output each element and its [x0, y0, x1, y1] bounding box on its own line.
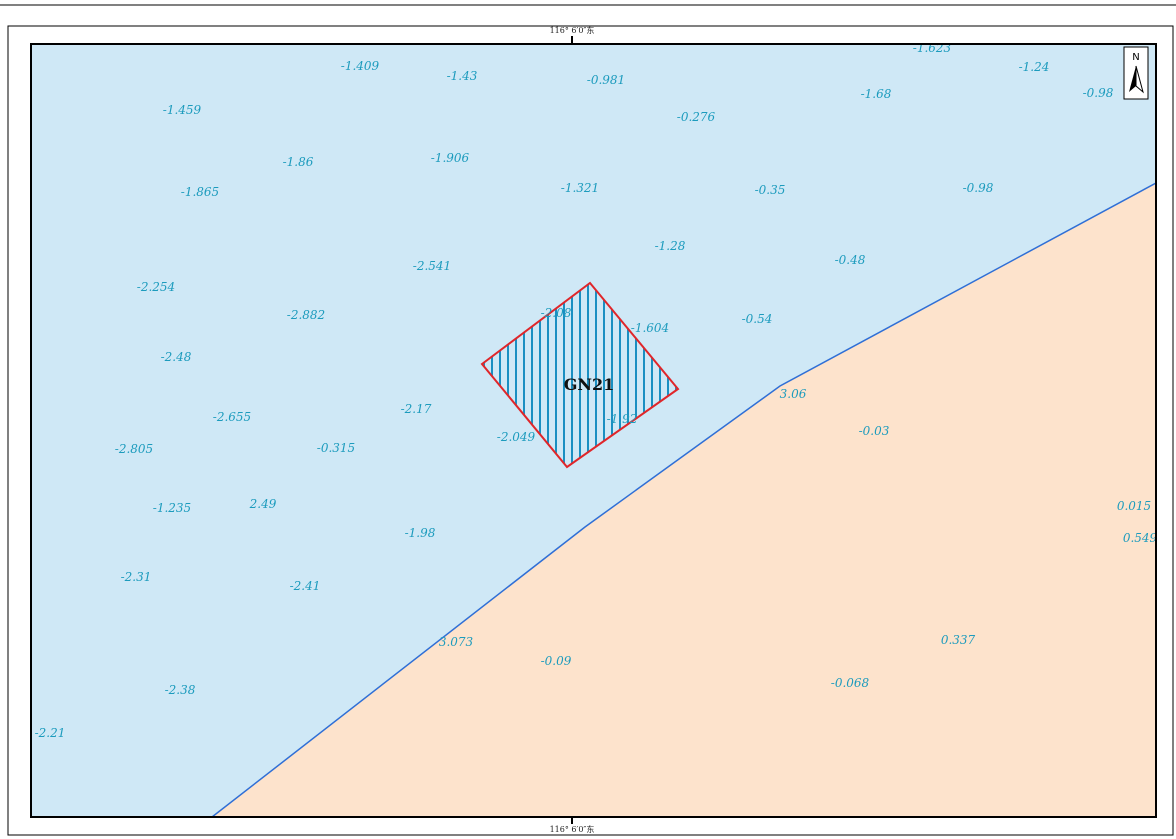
depth-sounding: -2.48 [161, 350, 192, 364]
depth-sounding: -0.315 [317, 441, 355, 455]
zone-gn21-label: GN21 [564, 375, 615, 394]
map-body: GN21 -1.623-1.409-1.43 -0.981-1.24-0.98-1… [31, 41, 1158, 817]
depth-sounding: -0.98 [1083, 86, 1114, 100]
shoreline [211, 182, 1156, 817]
depth-sounding: -0.48 [835, 253, 866, 267]
outer-border [7, 25, 1174, 836]
north-arrow-icon: N [1123, 46, 1149, 100]
depth-sounding: 0.337 [941, 633, 976, 647]
depth-sounding: -2.882 [287, 308, 325, 322]
depth-sounding: 3.073 [439, 635, 474, 649]
depth-sounding: -0.09 [541, 654, 572, 668]
depth-sounding: -0.068 [831, 676, 870, 690]
coord-label-bottom: 116° 6′0″东 [550, 824, 595, 834]
zone-gn21-border[interactable] [480, 281, 680, 469]
coord-label-top: 116° 6′0″东 [550, 25, 595, 35]
depth-sounding: 0.015 [1117, 499, 1151, 513]
depth-sounding: -0.981 [587, 73, 625, 87]
north-arrow-letter: N [1132, 52, 1139, 63]
depth-sounding: -2.21 [35, 726, 66, 740]
depth-sounding: -0.03 [859, 424, 890, 438]
depth-sounding: -1.68 [861, 87, 892, 101]
depth-sounding: -0.98 [963, 181, 994, 195]
depth-sounding: -2.541 [413, 259, 451, 273]
depth-sounding: -2.254 [137, 280, 175, 294]
soundings-layer: -1.623 -1.409 -1.43 -0.981 -1.24 -0.98 -1.68 -1… [35, 41, 1158, 740]
depth-sounding: -1.98 [405, 526, 436, 540]
depth-sounding: -1.86 [283, 155, 314, 169]
depth-sounding: -1.321 [561, 181, 599, 195]
depth-sounding: -2.805 [115, 442, 153, 456]
depth-sounding: -0.276 [677, 110, 716, 124]
depth-sounding: -1.604 [631, 321, 669, 335]
depth-sounding: -1.623 [913, 41, 952, 55]
depth-sounding: -1.865 [181, 185, 219, 199]
depth-sounding: -2.049 [497, 430, 536, 444]
depth-sounding: -1.906 [431, 151, 470, 165]
depth-sounding: -2.38 [165, 683, 196, 697]
depth-sounding: -1.235 [153, 501, 191, 515]
depth-sounding: 2.49 [249, 497, 277, 511]
depth-sounding: -0.35 [755, 183, 786, 197]
depth-sounding: -1.459 [163, 103, 202, 117]
depth-sounding: -2.17 [401, 402, 432, 416]
depth-sounding: 3.06 [780, 387, 807, 401]
depth-sounding: -2.655 [213, 410, 251, 424]
depth-sounding: -1.409 [341, 59, 380, 73]
depth-sounding: -2.08 [541, 306, 572, 320]
depth-sounding: -0.54 [742, 312, 773, 326]
depth-sounding: -2.31 [121, 570, 152, 584]
depth-sounding: -1.43 [447, 69, 478, 83]
depth-sounding: 0.549 [1123, 531, 1158, 545]
depth-sounding: -1.92 [607, 412, 638, 426]
land-area [212, 183, 1156, 817]
depth-sounding: -2.41 [290, 579, 321, 593]
depth-sounding: -1.24 [1019, 60, 1050, 74]
map-frame [30, 43, 1157, 818]
depth-sounding: -1.28 [655, 239, 686, 253]
